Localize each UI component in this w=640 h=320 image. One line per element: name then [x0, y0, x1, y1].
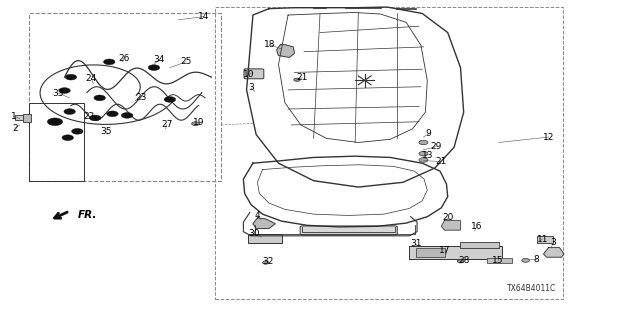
- Circle shape: [419, 158, 428, 162]
- Text: 16: 16: [470, 222, 482, 231]
- Polygon shape: [543, 248, 564, 257]
- Circle shape: [419, 151, 428, 156]
- Circle shape: [191, 122, 199, 125]
- Text: 2: 2: [12, 124, 17, 132]
- Text: 26: 26: [118, 53, 130, 62]
- Circle shape: [419, 140, 428, 145]
- FancyBboxPatch shape: [300, 226, 397, 235]
- Circle shape: [94, 95, 106, 101]
- Text: 4: 4: [255, 211, 260, 220]
- Text: 19: 19: [193, 118, 204, 127]
- Text: 23: 23: [136, 93, 147, 102]
- Circle shape: [294, 78, 300, 81]
- Circle shape: [59, 88, 70, 93]
- Circle shape: [107, 111, 118, 117]
- Circle shape: [47, 118, 63, 125]
- Circle shape: [62, 135, 74, 140]
- Text: 21: 21: [296, 73, 308, 82]
- Bar: [23, 114, 31, 122]
- Bar: [487, 258, 511, 263]
- Bar: [29, 103, 84, 181]
- Text: 20: 20: [442, 213, 453, 222]
- Bar: [410, 246, 502, 259]
- Text: 18: 18: [264, 40, 276, 49]
- Text: TX64B4011C: TX64B4011C: [507, 284, 556, 293]
- Text: 11: 11: [536, 235, 548, 244]
- Circle shape: [164, 97, 175, 102]
- Text: 33: 33: [52, 89, 64, 98]
- Text: 30: 30: [248, 229, 259, 238]
- Text: 29: 29: [431, 142, 442, 151]
- Polygon shape: [442, 220, 461, 230]
- Text: 35: 35: [100, 127, 112, 136]
- Bar: [248, 234, 282, 244]
- Text: 17: 17: [440, 246, 451, 255]
- Text: 21: 21: [436, 157, 447, 166]
- Text: 31: 31: [410, 239, 422, 248]
- Text: FR.: FR.: [77, 210, 97, 220]
- Circle shape: [64, 109, 76, 115]
- Text: 9: 9: [426, 129, 431, 138]
- Bar: [461, 242, 499, 248]
- Bar: [416, 248, 445, 257]
- Text: 1: 1: [11, 112, 17, 121]
- Text: 8: 8: [533, 255, 539, 264]
- Polygon shape: [253, 218, 275, 228]
- Text: 28: 28: [458, 256, 469, 265]
- FancyBboxPatch shape: [244, 69, 264, 79]
- Text: 14: 14: [198, 12, 209, 21]
- Text: 10: 10: [243, 70, 254, 79]
- Text: 32: 32: [262, 257, 273, 266]
- Bar: [214, 7, 563, 299]
- Bar: [15, 116, 26, 120]
- Bar: [29, 13, 221, 181]
- Text: 13: 13: [422, 151, 433, 160]
- Circle shape: [262, 261, 269, 264]
- Circle shape: [122, 113, 133, 118]
- Polygon shape: [276, 45, 294, 57]
- Text: 24: 24: [86, 74, 97, 83]
- Bar: [537, 236, 553, 243]
- Text: 3: 3: [248, 84, 254, 92]
- Text: 15: 15: [492, 256, 503, 265]
- Circle shape: [72, 128, 83, 134]
- Circle shape: [104, 59, 115, 65]
- Text: 34: 34: [154, 55, 164, 64]
- Text: 25: 25: [180, 57, 191, 66]
- Circle shape: [148, 65, 160, 70]
- Circle shape: [65, 74, 77, 80]
- Text: 27: 27: [161, 120, 172, 130]
- Circle shape: [90, 115, 101, 121]
- Circle shape: [458, 260, 464, 263]
- Text: 3: 3: [550, 238, 556, 247]
- Text: 12: 12: [543, 132, 554, 141]
- Text: 22: 22: [83, 112, 95, 121]
- Circle shape: [522, 259, 529, 262]
